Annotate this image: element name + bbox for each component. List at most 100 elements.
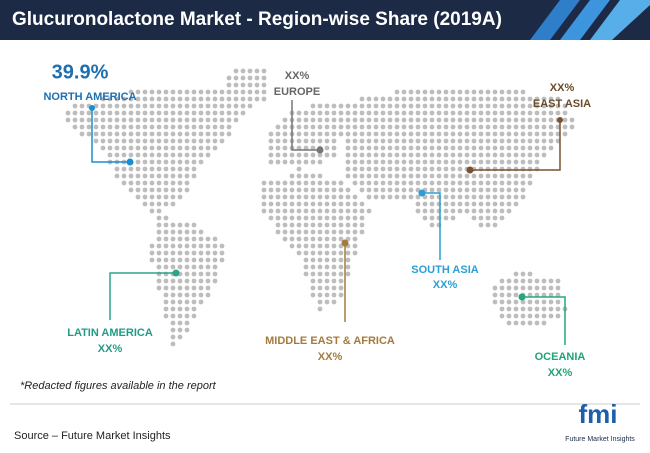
map-dot (527, 173, 533, 179)
map-dot (191, 264, 197, 270)
map-dot (513, 180, 519, 186)
map-dot (359, 117, 365, 123)
map-dot (436, 131, 442, 137)
map-dot (261, 68, 267, 74)
map-dot (310, 243, 316, 249)
map-dot (338, 110, 344, 116)
map-dot (317, 110, 323, 116)
map-dot (513, 278, 519, 284)
map-dot (163, 138, 169, 144)
map-dot (177, 96, 183, 102)
map-dot (331, 124, 337, 130)
map-dot (303, 194, 309, 200)
map-dot (142, 201, 148, 207)
map-dot (324, 229, 330, 235)
map-dot (212, 271, 218, 277)
map-dot (345, 159, 351, 165)
map-dot (373, 96, 379, 102)
map-dot (191, 103, 197, 109)
leader-dot (316, 146, 324, 154)
map-dot (296, 124, 302, 130)
map-dot (443, 201, 449, 207)
map-dot (261, 89, 267, 95)
map-dot (499, 173, 505, 179)
map-dot (443, 110, 449, 116)
map-dot (100, 117, 106, 123)
map-dot (72, 124, 78, 130)
map-dot (513, 103, 519, 109)
map-dot (527, 103, 533, 109)
map-dot (338, 222, 344, 228)
map-dot (506, 292, 512, 298)
map-dot (156, 89, 162, 95)
map-dot (240, 75, 246, 81)
map-dot (191, 243, 197, 249)
map-dot (492, 180, 498, 186)
map-dot (513, 131, 519, 137)
map-dot (289, 236, 295, 242)
map-dot (450, 215, 456, 221)
map-dot (310, 173, 316, 179)
map-dot (219, 257, 225, 263)
map-dot (289, 201, 295, 207)
map-dot (422, 110, 428, 116)
map-dot (338, 264, 344, 270)
map-dot (408, 159, 414, 165)
map-dot (534, 292, 540, 298)
map-dot (128, 110, 134, 116)
map-dot (310, 187, 316, 193)
map-dot (506, 117, 512, 123)
map-dot (401, 138, 407, 144)
map-dot (471, 145, 477, 151)
map-dot (499, 208, 505, 214)
map-dot (457, 166, 463, 172)
map-dot (205, 131, 211, 137)
map-dot (296, 166, 302, 172)
map-dot (198, 124, 204, 130)
map-dot (520, 159, 526, 165)
map-dot (107, 131, 113, 137)
map-dot (317, 236, 323, 242)
map-dot (534, 131, 540, 137)
map-dot (114, 173, 120, 179)
map-dot (506, 194, 512, 200)
map-dot (114, 96, 120, 102)
map-dot (317, 264, 323, 270)
map-dot (359, 222, 365, 228)
map-dot (317, 222, 323, 228)
map-dot (170, 89, 176, 95)
map-dot (156, 236, 162, 242)
map-dot (450, 166, 456, 172)
map-dot (359, 187, 365, 193)
map-dot (86, 110, 92, 116)
map-dot (478, 201, 484, 207)
map-dot (324, 299, 330, 305)
map-dot (499, 138, 505, 144)
map-dot (149, 201, 155, 207)
map-dot (177, 229, 183, 235)
map-dot (233, 103, 239, 109)
map-dot (443, 117, 449, 123)
map-dot (401, 180, 407, 186)
map-dot (177, 152, 183, 158)
map-dot (541, 278, 547, 284)
map-dot (394, 145, 400, 151)
map-dot (555, 110, 561, 116)
map-dot (184, 166, 190, 172)
region-name: OCEANIA (535, 351, 586, 363)
map-dot (387, 152, 393, 158)
map-dot (240, 82, 246, 88)
map-dot (177, 145, 183, 151)
map-dot (548, 278, 554, 284)
map-dot (331, 152, 337, 158)
map-dot (191, 110, 197, 116)
map-dot (415, 145, 421, 151)
map-dot (492, 285, 498, 291)
map-dot (121, 138, 127, 144)
map-dot (212, 278, 218, 284)
map-dot (282, 208, 288, 214)
map-dot (177, 194, 183, 200)
map-dot (506, 285, 512, 291)
map-dot (65, 110, 71, 116)
